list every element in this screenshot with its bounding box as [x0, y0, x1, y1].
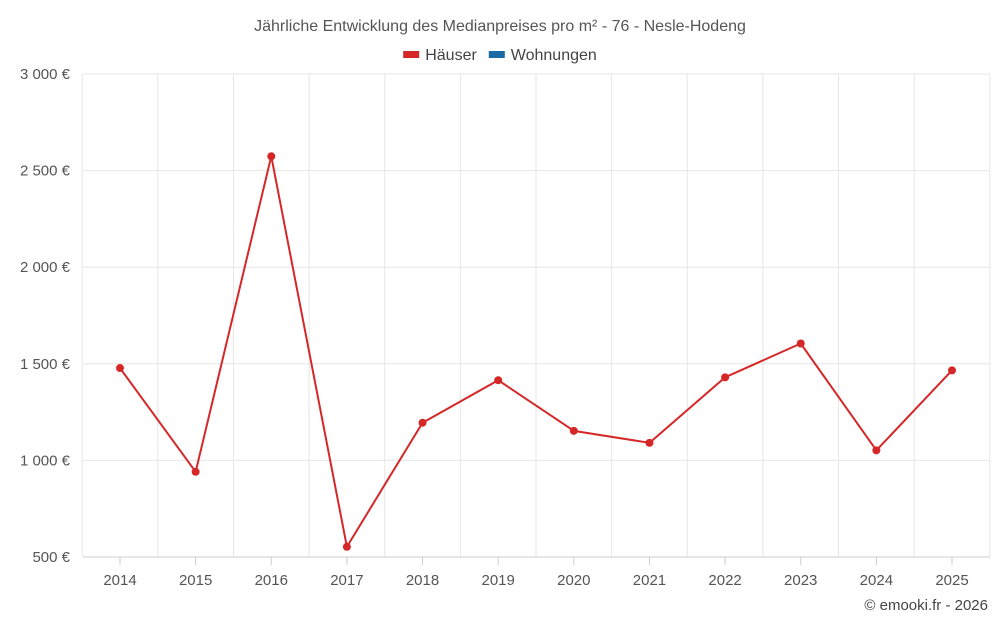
x-tick-label: 2021 — [633, 572, 666, 589]
y-tick-label: 1 500 € — [20, 356, 71, 373]
x-tick-label: 2023 — [784, 572, 817, 589]
data-point[interactable] — [721, 373, 730, 382]
y-tick-label: 2 500 € — [20, 163, 71, 180]
y-tick-label: 500 € — [32, 549, 70, 566]
credit-text: © emooki.fr - 2026 — [864, 597, 988, 614]
x-tick-label: 2014 — [103, 572, 136, 589]
grid — [81, 73, 991, 557]
legend[interactable]: Häuser Wohnungen — [403, 47, 597, 64]
legend-item-Häuser[interactable]: Häuser — [403, 47, 477, 64]
x-tick-label: 2022 — [708, 572, 741, 589]
data-point[interactable] — [267, 152, 276, 161]
x-tick-label: 2024 — [860, 572, 893, 589]
legend-item-Wohnungen[interactable]: Wohnungen — [488, 47, 597, 64]
data-point[interactable] — [191, 467, 200, 476]
data-point[interactable] — [116, 364, 124, 373]
chart-title: Jährliche Entwicklung des Medianpreises … — [254, 18, 746, 35]
y-tick-label: 2 000 € — [20, 259, 71, 276]
legend-swatch — [488, 51, 505, 58]
x-tick-label: 2020 — [557, 572, 590, 589]
data-point[interactable] — [948, 366, 956, 375]
x-tick-label: 2019 — [481, 572, 514, 589]
x-tick-label: 2025 — [935, 572, 968, 589]
x-tick-label: 2015 — [179, 572, 212, 589]
x-tick-label: 2017 — [330, 572, 363, 589]
series — [116, 152, 956, 551]
y-tick-label: 1 000 € — [20, 452, 71, 469]
data-point[interactable] — [342, 542, 351, 551]
series-line-Häuser — [119, 155, 953, 548]
data-point[interactable] — [569, 426, 578, 435]
x-tick-label: 2016 — [255, 572, 288, 589]
y-tick-label: 3 000 € — [20, 66, 71, 83]
axes: 500 € 1 000 € 1 500 € 2 000 € 2 500 € 3 000 €… — [20, 66, 990, 589]
legend-swatch — [403, 51, 420, 58]
x-tick-label: 2018 — [406, 572, 439, 589]
data-point[interactable] — [645, 438, 654, 447]
legend-label: Häuser — [425, 47, 477, 64]
data-point[interactable] — [796, 339, 805, 348]
data-point[interactable] — [418, 418, 427, 427]
data-point[interactable] — [494, 376, 503, 385]
legend-label: Wohnungen — [511, 47, 597, 64]
data-point[interactable] — [872, 446, 881, 455]
